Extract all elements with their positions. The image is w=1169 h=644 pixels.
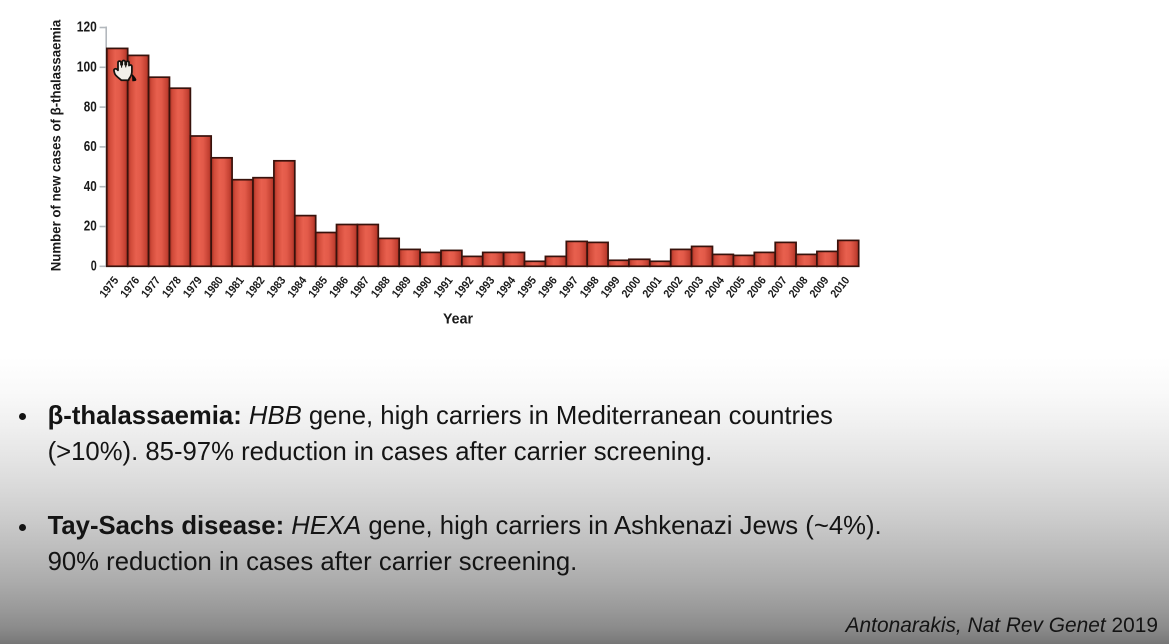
svg-text:1996: 1996 bbox=[536, 275, 560, 301]
svg-text:60: 60 bbox=[84, 139, 97, 155]
svg-text:1979: 1979 bbox=[181, 275, 205, 301]
svg-text:1991: 1991 bbox=[432, 274, 456, 300]
svg-text:2010: 2010 bbox=[829, 275, 853, 301]
svg-text:1977: 1977 bbox=[140, 275, 164, 301]
svg-text:1992: 1992 bbox=[453, 275, 477, 301]
svg-text:20: 20 bbox=[84, 219, 97, 235]
svg-text:1997: 1997 bbox=[557, 275, 581, 301]
svg-text:2007: 2007 bbox=[766, 275, 790, 301]
svg-text:1980: 1980 bbox=[202, 275, 226, 301]
svg-text:2001: 2001 bbox=[641, 274, 665, 300]
svg-text:120: 120 bbox=[77, 20, 97, 36]
svg-text:1994: 1994 bbox=[495, 274, 519, 300]
svg-text:1982: 1982 bbox=[244, 275, 268, 301]
svg-text:40: 40 bbox=[84, 179, 97, 195]
svg-text:Number of new cases of β-thala: Number of new cases of β-thalassaemia bbox=[48, 20, 64, 272]
svg-text:Year: Year bbox=[443, 311, 473, 328]
svg-text:1981: 1981 bbox=[223, 274, 247, 300]
svg-text:2003: 2003 bbox=[683, 275, 707, 301]
svg-text:1975: 1975 bbox=[98, 274, 122, 300]
svg-text:1978: 1978 bbox=[160, 274, 184, 300]
svg-text:2000: 2000 bbox=[620, 275, 644, 301]
svg-text:1987: 1987 bbox=[348, 275, 372, 301]
svg-text:0: 0 bbox=[91, 259, 97, 275]
svg-text:2005: 2005 bbox=[724, 274, 748, 300]
svg-text:1983: 1983 bbox=[265, 275, 289, 301]
svg-text:80: 80 bbox=[84, 99, 97, 115]
svg-text:1993: 1993 bbox=[474, 275, 498, 301]
svg-text:1976: 1976 bbox=[119, 275, 143, 301]
svg-text:2006: 2006 bbox=[745, 275, 769, 301]
svg-text:1990: 1990 bbox=[411, 275, 435, 301]
svg-text:1995: 1995 bbox=[516, 274, 540, 300]
svg-text:1984: 1984 bbox=[286, 274, 310, 300]
svg-text:1989: 1989 bbox=[390, 275, 414, 301]
svg-text:2009: 2009 bbox=[808, 275, 832, 301]
svg-text:2002: 2002 bbox=[662, 275, 686, 301]
svg-text:1988: 1988 bbox=[369, 274, 393, 300]
svg-text:1998: 1998 bbox=[578, 274, 602, 300]
svg-text:1999: 1999 bbox=[599, 275, 623, 301]
svg-text:2008: 2008 bbox=[787, 274, 811, 300]
svg-text:100: 100 bbox=[77, 60, 97, 76]
svg-text:1986: 1986 bbox=[328, 275, 352, 301]
svg-text:2004: 2004 bbox=[703, 274, 727, 300]
svg-text:1985: 1985 bbox=[307, 274, 331, 300]
